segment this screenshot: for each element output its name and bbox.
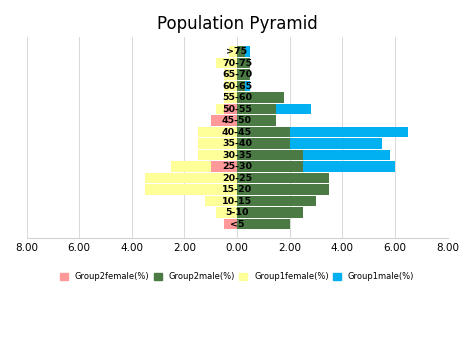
Bar bbox=[237, 81, 245, 91]
Bar bbox=[237, 81, 250, 91]
Bar bbox=[237, 173, 329, 183]
Text: 65-70: 65-70 bbox=[222, 70, 252, 79]
Bar bbox=[237, 162, 303, 172]
Text: 45-50: 45-50 bbox=[222, 116, 252, 125]
Bar bbox=[237, 46, 245, 57]
Bar bbox=[237, 139, 290, 149]
Bar bbox=[237, 127, 290, 137]
Bar bbox=[237, 93, 284, 103]
Bar bbox=[224, 104, 237, 114]
Bar bbox=[224, 93, 237, 103]
Bar bbox=[237, 162, 395, 172]
Text: 30-35: 30-35 bbox=[222, 151, 252, 160]
Bar bbox=[210, 162, 237, 172]
Bar bbox=[237, 46, 250, 57]
Bar bbox=[145, 173, 237, 183]
Bar bbox=[237, 104, 276, 114]
Text: <5: <5 bbox=[230, 220, 244, 228]
Text: 40-45: 40-45 bbox=[222, 128, 252, 137]
Bar bbox=[237, 70, 250, 80]
Bar bbox=[210, 116, 237, 126]
Bar bbox=[210, 116, 237, 126]
Bar bbox=[224, 70, 237, 80]
Text: 60-65: 60-65 bbox=[222, 82, 252, 91]
Text: 50-55: 50-55 bbox=[222, 105, 252, 114]
Bar bbox=[216, 58, 237, 68]
Bar bbox=[198, 139, 237, 149]
Bar bbox=[171, 162, 237, 172]
Bar bbox=[145, 185, 237, 195]
Text: 10-15: 10-15 bbox=[222, 197, 252, 206]
Bar bbox=[237, 219, 250, 229]
Bar bbox=[237, 185, 295, 195]
Bar bbox=[237, 185, 329, 195]
Legend: Group2female(%), Group2male(%), Group1female(%), Group1male(%): Group2female(%), Group2male(%), Group1fe… bbox=[56, 269, 418, 285]
Text: 25-30: 25-30 bbox=[222, 162, 252, 171]
Bar bbox=[237, 116, 276, 126]
Bar bbox=[216, 104, 237, 114]
Title: Population Pyramid: Population Pyramid bbox=[156, 15, 318, 33]
Bar bbox=[237, 139, 382, 149]
Text: >75: >75 bbox=[227, 47, 247, 56]
Bar bbox=[198, 150, 237, 160]
Text: 15-20: 15-20 bbox=[222, 185, 252, 194]
Bar bbox=[237, 196, 276, 206]
Text: 55-60: 55-60 bbox=[222, 93, 252, 102]
Bar bbox=[237, 173, 276, 183]
Bar bbox=[229, 46, 237, 57]
Bar bbox=[237, 104, 310, 114]
Bar bbox=[237, 150, 390, 160]
Bar bbox=[237, 196, 316, 206]
Bar bbox=[237, 208, 264, 218]
Text: 35-40: 35-40 bbox=[222, 139, 252, 148]
Bar bbox=[237, 58, 250, 68]
Bar bbox=[224, 81, 237, 91]
Text: 20-25: 20-25 bbox=[222, 174, 252, 183]
Bar bbox=[205, 196, 237, 206]
Bar bbox=[237, 150, 303, 160]
Bar bbox=[237, 219, 290, 229]
Text: 5-10: 5-10 bbox=[225, 208, 249, 217]
Bar bbox=[237, 208, 303, 218]
Bar bbox=[224, 219, 237, 229]
Bar bbox=[216, 208, 237, 218]
Bar bbox=[198, 127, 237, 137]
Bar bbox=[237, 70, 250, 80]
Bar bbox=[237, 58, 250, 68]
Bar bbox=[237, 127, 408, 137]
Text: 70-75: 70-75 bbox=[222, 59, 252, 68]
